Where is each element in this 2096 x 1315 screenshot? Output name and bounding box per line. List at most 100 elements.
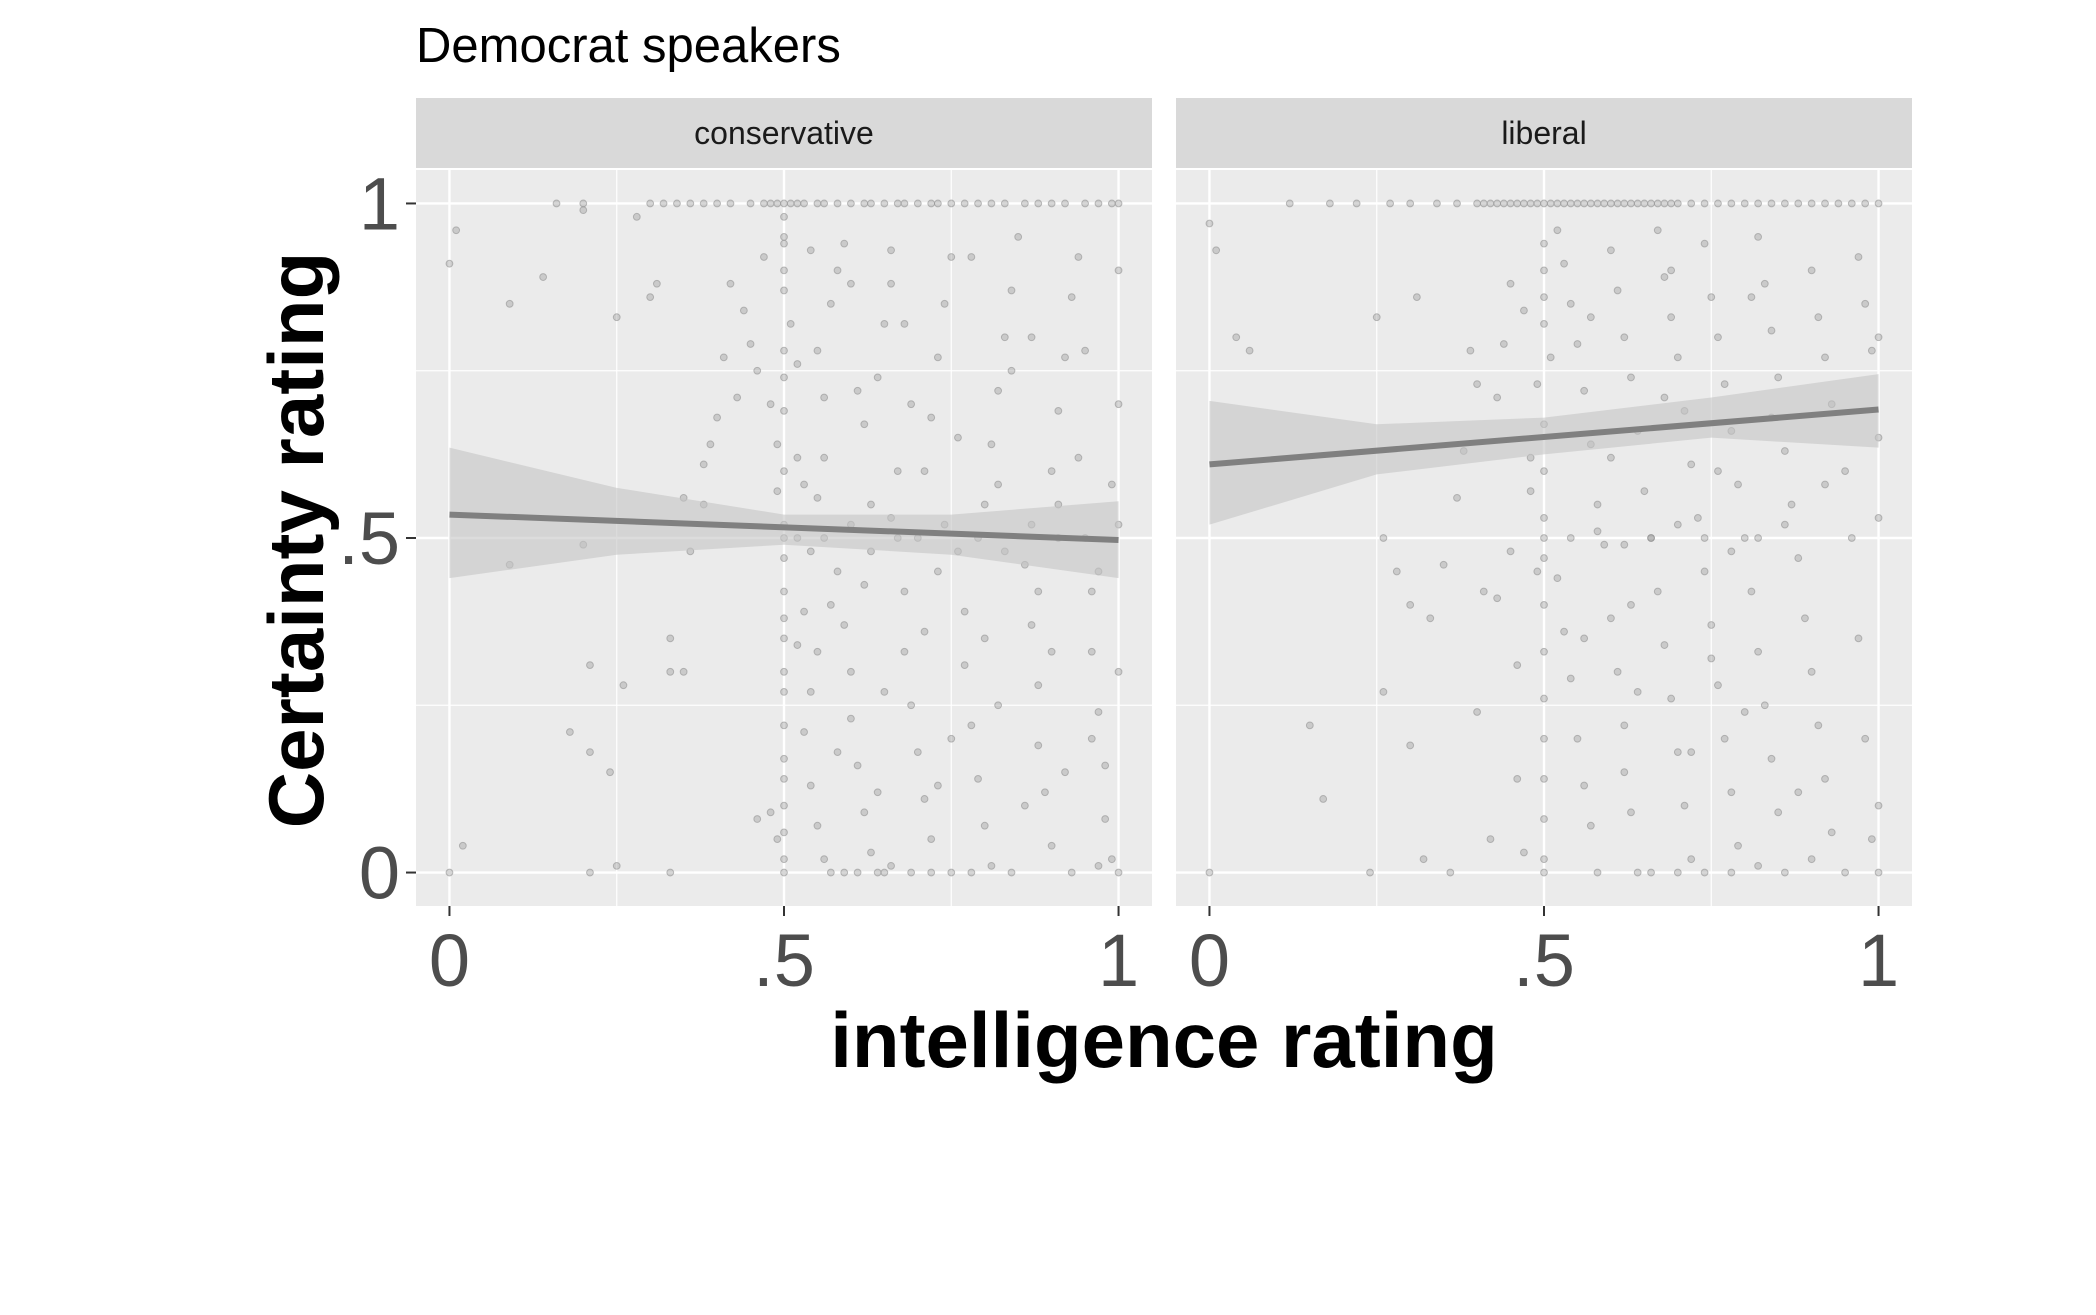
data-point [1473,199,1481,208]
data-point [780,554,788,562]
data-point [1620,768,1629,777]
data-point [933,781,942,790]
data-point [947,868,956,877]
data-point [1754,861,1763,870]
data-point [1727,199,1736,208]
data-point [1047,841,1056,850]
data-point [706,440,715,449]
data-point [1580,634,1589,643]
data-point [780,614,788,623]
data-point [893,199,902,208]
data-point [987,199,996,208]
data-point [606,768,614,777]
data-point [1640,487,1649,496]
x-tick-label: 0 [429,919,470,1002]
data-point [1874,801,1883,810]
data-point [800,480,808,489]
y-axis-title: Certainty rating [252,252,340,828]
data-point [1586,313,1595,322]
data-point [800,728,808,736]
confidence-band [449,447,1119,579]
data-point [853,868,862,877]
data-point [1540,815,1548,823]
data-point [1392,567,1401,576]
data-point [1720,380,1729,389]
data-point [1473,708,1481,716]
data-point [1540,467,1548,475]
data-point [1560,259,1568,268]
data-point [780,828,788,837]
data-point [766,808,775,817]
data-point [1673,868,1682,877]
data-point [1707,621,1716,629]
data-point [1660,641,1669,649]
data-point [1580,199,1589,208]
y-axis: 0.51 [338,162,416,915]
data-point [994,480,1003,489]
data-point [1821,480,1829,489]
data-point [1801,614,1809,623]
data-point [1014,233,1023,241]
data-point [1740,199,1749,208]
data-point [1499,199,1508,208]
data-point [1034,199,1043,208]
data-point [1566,299,1575,308]
data-point [1533,567,1542,576]
data-point [1700,868,1709,877]
data-point [786,199,795,208]
data-point [987,440,996,449]
data-point [1000,333,1009,342]
data-point [780,373,788,382]
data-point [947,253,956,261]
data-point [1352,199,1361,208]
data-point [1667,199,1676,208]
data-point [1540,293,1548,302]
chart-title: Democrat speakers [416,19,841,73]
data-point [1714,333,1722,342]
data-point [1780,447,1789,455]
data-point [887,279,895,288]
data-point [1546,199,1555,208]
data-point [699,460,708,469]
data-point [1754,233,1763,241]
regression-line [449,511,1119,544]
data-point [1760,701,1769,710]
data-point [1406,601,1415,609]
data-point [927,835,936,843]
data-point [780,233,788,241]
data-point [1540,855,1548,864]
data-point [1493,594,1502,603]
data-point [1640,199,1649,208]
data-point [927,199,936,208]
data-point [780,721,788,730]
data-point [1553,226,1562,235]
data-point [1007,366,1016,375]
data-point [1607,246,1615,255]
data-point [1740,708,1749,716]
data-point [873,868,882,877]
data-point [887,861,895,870]
data-point [967,868,976,877]
data-point [1067,293,1076,302]
data-point [1560,199,1568,208]
data-point [847,199,855,208]
data-point [586,868,594,877]
data-point [1533,380,1542,389]
data-point [880,868,889,877]
data-point [1754,199,1763,208]
data-point [1687,748,1696,757]
data-point [760,199,768,208]
data-point [1867,346,1876,355]
data-point [833,567,842,576]
data-point [719,353,728,362]
strip-background [416,98,1152,168]
data-point [1513,199,1522,208]
data-point [1707,654,1716,663]
data-point [1047,467,1056,475]
data-point [1841,868,1849,877]
data-point [780,286,788,295]
data-point [853,761,862,770]
data-point [1727,788,1736,797]
data-point [1034,681,1043,690]
data-point [1114,400,1123,409]
